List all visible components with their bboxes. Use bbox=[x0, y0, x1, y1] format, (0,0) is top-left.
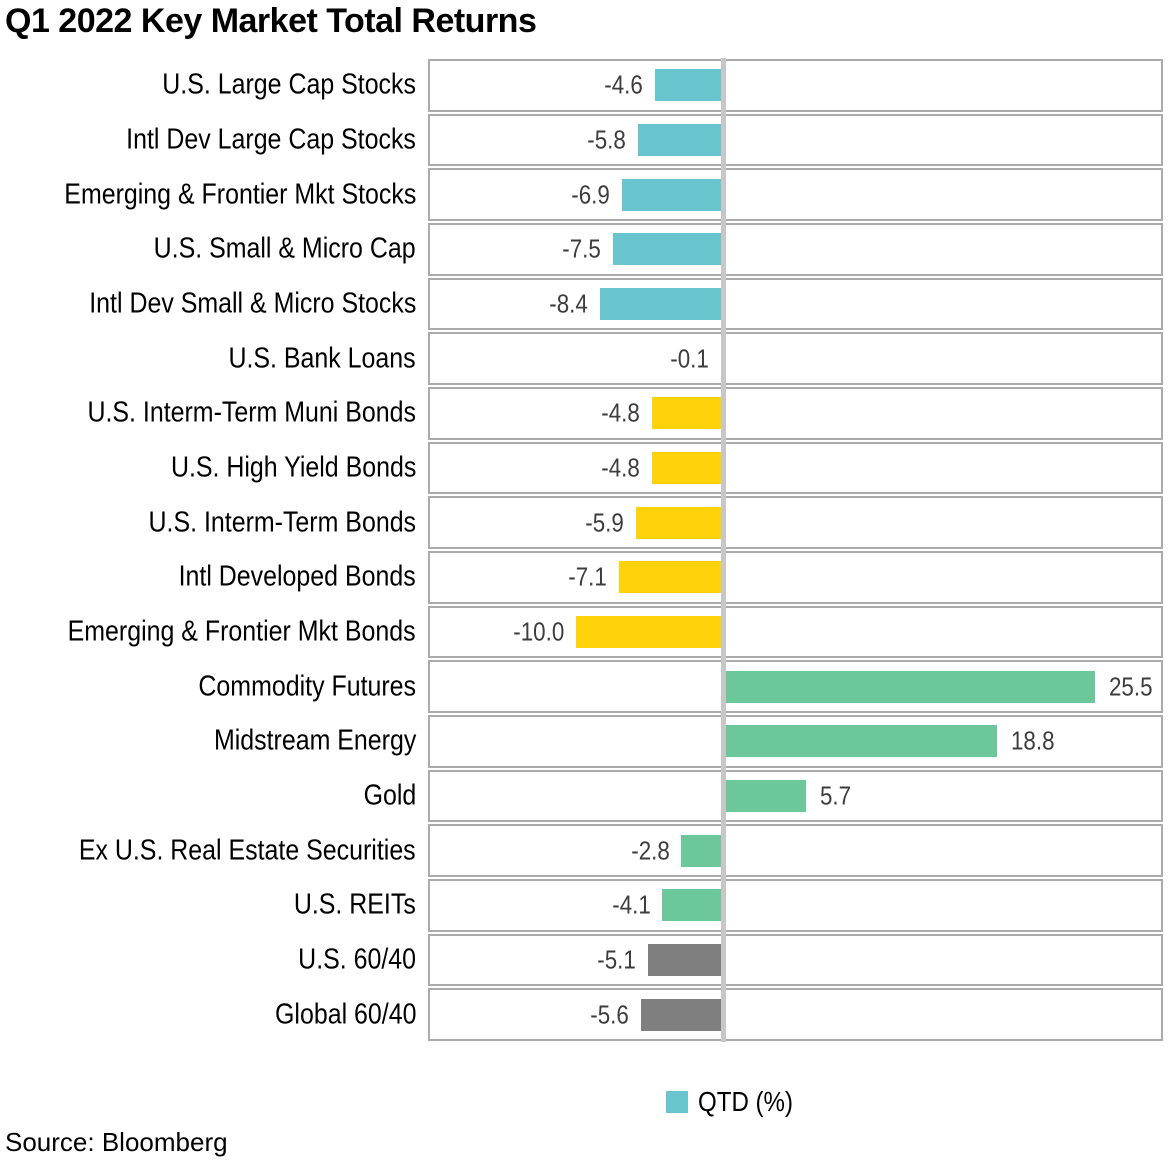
bar bbox=[647, 943, 723, 976]
category-label: Intl Developed Bonds bbox=[178, 560, 416, 593]
row-cell: -5.9 bbox=[428, 496, 1163, 549]
bar bbox=[722, 670, 1096, 703]
value-label: -2.8 bbox=[630, 835, 670, 866]
category-label: Commodity Futures bbox=[198, 670, 416, 703]
zero-axis-line bbox=[721, 58, 726, 1042]
legend-entry: QTD (%) bbox=[666, 1086, 808, 1118]
value-label: -8.4 bbox=[549, 288, 588, 319]
value-label: -10.0 bbox=[513, 616, 565, 647]
chart-row: Ex U.S. Real Estate Securities -2.8 bbox=[79, 823, 1163, 878]
bar bbox=[599, 287, 723, 320]
row-cell: -5.8 bbox=[428, 113, 1163, 167]
row-cell: -5.6 bbox=[428, 988, 1163, 1041]
category-label: Gold bbox=[363, 779, 416, 812]
chart-row: Emerging & Frontier Mkt Stocks -6.9 bbox=[64, 167, 1163, 222]
chart-row: U.S. Bank Loans -0.1 bbox=[229, 331, 1163, 386]
bar bbox=[722, 779, 806, 812]
value-label: -5.1 bbox=[597, 944, 636, 975]
legend-swatch bbox=[666, 1091, 689, 1113]
row-cell: -8.4 bbox=[428, 277, 1163, 331]
category-label: U.S. 60/40 bbox=[298, 943, 416, 976]
chart-title: Q1 2022 Key Market Total Returns bbox=[5, 2, 537, 40]
chart-row: Intl Dev Small & Micro Stocks -8.4 bbox=[89, 277, 1163, 332]
row-cell: -10.0 bbox=[428, 605, 1163, 659]
chart-row: U.S. REITs -4.1 bbox=[294, 878, 1163, 933]
chart-row: U.S. Interm-Term Bonds -5.9 bbox=[149, 495, 1163, 550]
bar bbox=[640, 998, 723, 1031]
bar bbox=[681, 834, 723, 867]
value-label: -5.8 bbox=[587, 124, 626, 155]
chart-row: Emerging & Frontier Mkt Bonds -10.0 bbox=[68, 605, 1163, 660]
bar bbox=[621, 178, 723, 211]
category-label: U.S. Interm-Term Bonds bbox=[148, 506, 416, 539]
chart-row: U.S. Large Cap Stocks -4.6 bbox=[162, 58, 1163, 113]
bar bbox=[652, 451, 723, 484]
bar bbox=[618, 561, 723, 594]
row-cell: -7.5 bbox=[428, 223, 1163, 276]
row-cell: 25.5 bbox=[428, 660, 1163, 713]
chart-row: Commodity Futures 25.5 bbox=[198, 659, 1163, 714]
category-label: Ex U.S. Real Estate Securities bbox=[79, 834, 416, 867]
bar bbox=[652, 397, 723, 430]
bar bbox=[655, 69, 723, 102]
row-cell: -4.6 bbox=[428, 59, 1163, 112]
value-label: -4.8 bbox=[601, 397, 641, 428]
value-label: 18.8 bbox=[1011, 725, 1055, 756]
bar bbox=[722, 725, 998, 758]
value-label: -5.6 bbox=[589, 999, 629, 1030]
chart-row: Gold 5.7 bbox=[363, 769, 1163, 824]
category-label: Intl Dev Small & Micro Stocks bbox=[88, 287, 416, 320]
category-label: U.S. Bank Loans bbox=[228, 342, 416, 375]
row-cell: -2.8 bbox=[428, 824, 1163, 877]
category-label: Emerging & Frontier Mkt Bonds bbox=[68, 615, 416, 648]
chart-row: U.S. 60/40 -5.1 bbox=[298, 933, 1163, 988]
category-label: Emerging & Frontier Mkt Stocks bbox=[63, 178, 416, 211]
row-cell: -7.1 bbox=[428, 551, 1163, 604]
chart-row: Global 60/40 -5.6 bbox=[275, 987, 1163, 1042]
chart-row: Midstream Energy 18.8 bbox=[214, 714, 1163, 769]
value-label: -7.5 bbox=[562, 233, 601, 264]
chart-row: U.S. High Yield Bonds -4.8 bbox=[171, 441, 1163, 496]
row-cell: -0.1 bbox=[428, 332, 1163, 385]
value-label: -5.9 bbox=[585, 507, 625, 538]
row-cell: 18.8 bbox=[428, 715, 1163, 768]
value-label: 25.5 bbox=[1109, 671, 1153, 702]
value-label: -6.9 bbox=[570, 179, 610, 210]
value-label: -4.6 bbox=[604, 69, 644, 100]
plot-area: U.S. Large Cap Stocks -4.6 Intl Dev Larg… bbox=[64, 58, 1163, 1042]
value-label: -7.1 bbox=[568, 561, 607, 592]
chart-row: U.S. Small & Micro Cap -7.5 bbox=[154, 222, 1163, 277]
legend-label: QTD (%) bbox=[698, 1086, 794, 1117]
row-cell: 5.7 bbox=[428, 769, 1163, 823]
legend: QTD (%) bbox=[428, 1086, 1163, 1118]
value-label: -0.1 bbox=[670, 343, 709, 374]
row-cell: -4.8 bbox=[428, 441, 1163, 495]
bar bbox=[612, 233, 723, 266]
chart-row: Intl Developed Bonds -7.1 bbox=[179, 550, 1163, 605]
bar bbox=[636, 506, 723, 539]
bar bbox=[637, 123, 723, 156]
category-label: Midstream Energy bbox=[213, 724, 416, 757]
bar bbox=[662, 889, 723, 922]
category-label: Global 60/40 bbox=[274, 998, 416, 1031]
row-cell: -5.1 bbox=[428, 933, 1163, 987]
chart-row: U.S. Interm-Term Muni Bonds -4.8 bbox=[88, 386, 1163, 441]
category-label: Intl Dev Large Cap Stocks bbox=[126, 123, 416, 156]
category-label: U.S. Small & Micro Cap bbox=[154, 232, 416, 265]
value-label: 5.7 bbox=[819, 780, 851, 811]
value-label: -4.8 bbox=[601, 452, 641, 483]
category-label: U.S. REITs bbox=[294, 888, 416, 921]
category-label: U.S. High Yield Bonds bbox=[170, 451, 416, 484]
category-label: U.S. Large Cap Stocks bbox=[162, 68, 416, 101]
category-label: U.S. Interm-Term Muni Bonds bbox=[87, 396, 416, 429]
bar bbox=[576, 615, 723, 648]
value-label: -4.1 bbox=[611, 889, 651, 920]
row-cell: -4.8 bbox=[428, 387, 1163, 440]
row-cell: -4.1 bbox=[428, 879, 1163, 932]
row-cell: -6.9 bbox=[428, 168, 1163, 221]
source-note: Source: Bloomberg bbox=[5, 1127, 228, 1157]
chart-row: Intl Dev Large Cap Stocks -5.8 bbox=[126, 113, 1163, 168]
